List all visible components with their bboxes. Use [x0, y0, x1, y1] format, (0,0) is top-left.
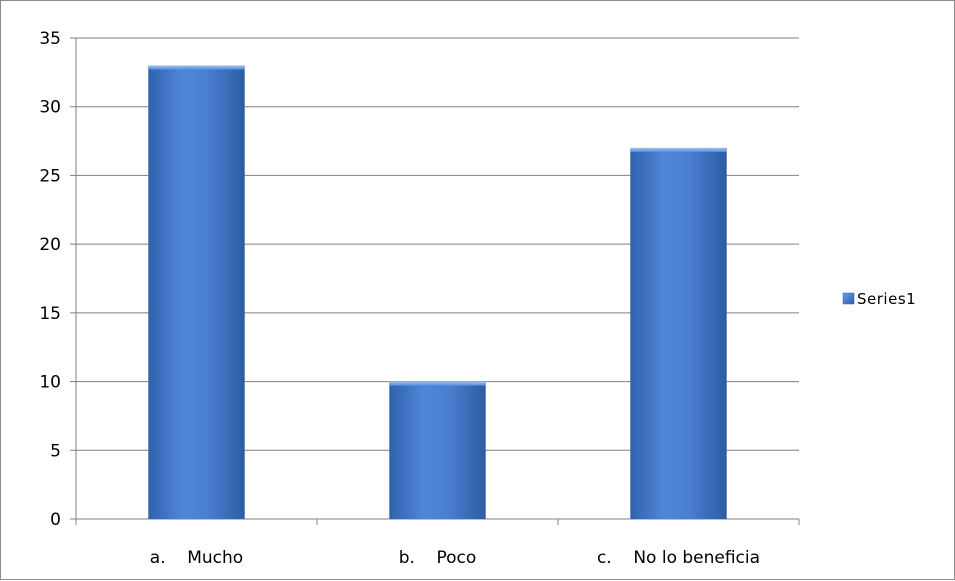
x-category-label: c. No lo beneficia [597, 548, 760, 568]
legend-label: Series1 [857, 290, 916, 308]
y-tick-label: 35 [39, 29, 61, 49]
y-tick-label: 20 [39, 235, 61, 255]
bars [148, 65, 727, 519]
y-tick-label: 30 [39, 98, 61, 118]
y-tick-label: 0 [50, 510, 61, 530]
x-category-label: a. Mucho [150, 548, 243, 568]
x-category-label: b. Poco [399, 548, 477, 568]
bar-top-highlight [630, 147, 727, 152]
bar [630, 147, 727, 519]
y-tick-label: 10 [39, 373, 61, 393]
y-tick-label: 5 [50, 441, 61, 461]
legend: Series1 [842, 290, 916, 308]
bar [389, 381, 486, 519]
y-tick-label: 25 [39, 166, 61, 186]
legend-swatch [842, 292, 855, 305]
y-tick-label: 15 [39, 304, 61, 324]
labels: 0 5 10 15 20 25 30 35 a. Mucho b. Poco c. No lo be… [39, 29, 760, 568]
bar-top-highlight [389, 381, 486, 386]
bar [148, 65, 245, 519]
bar-top-highlight [148, 65, 245, 70]
